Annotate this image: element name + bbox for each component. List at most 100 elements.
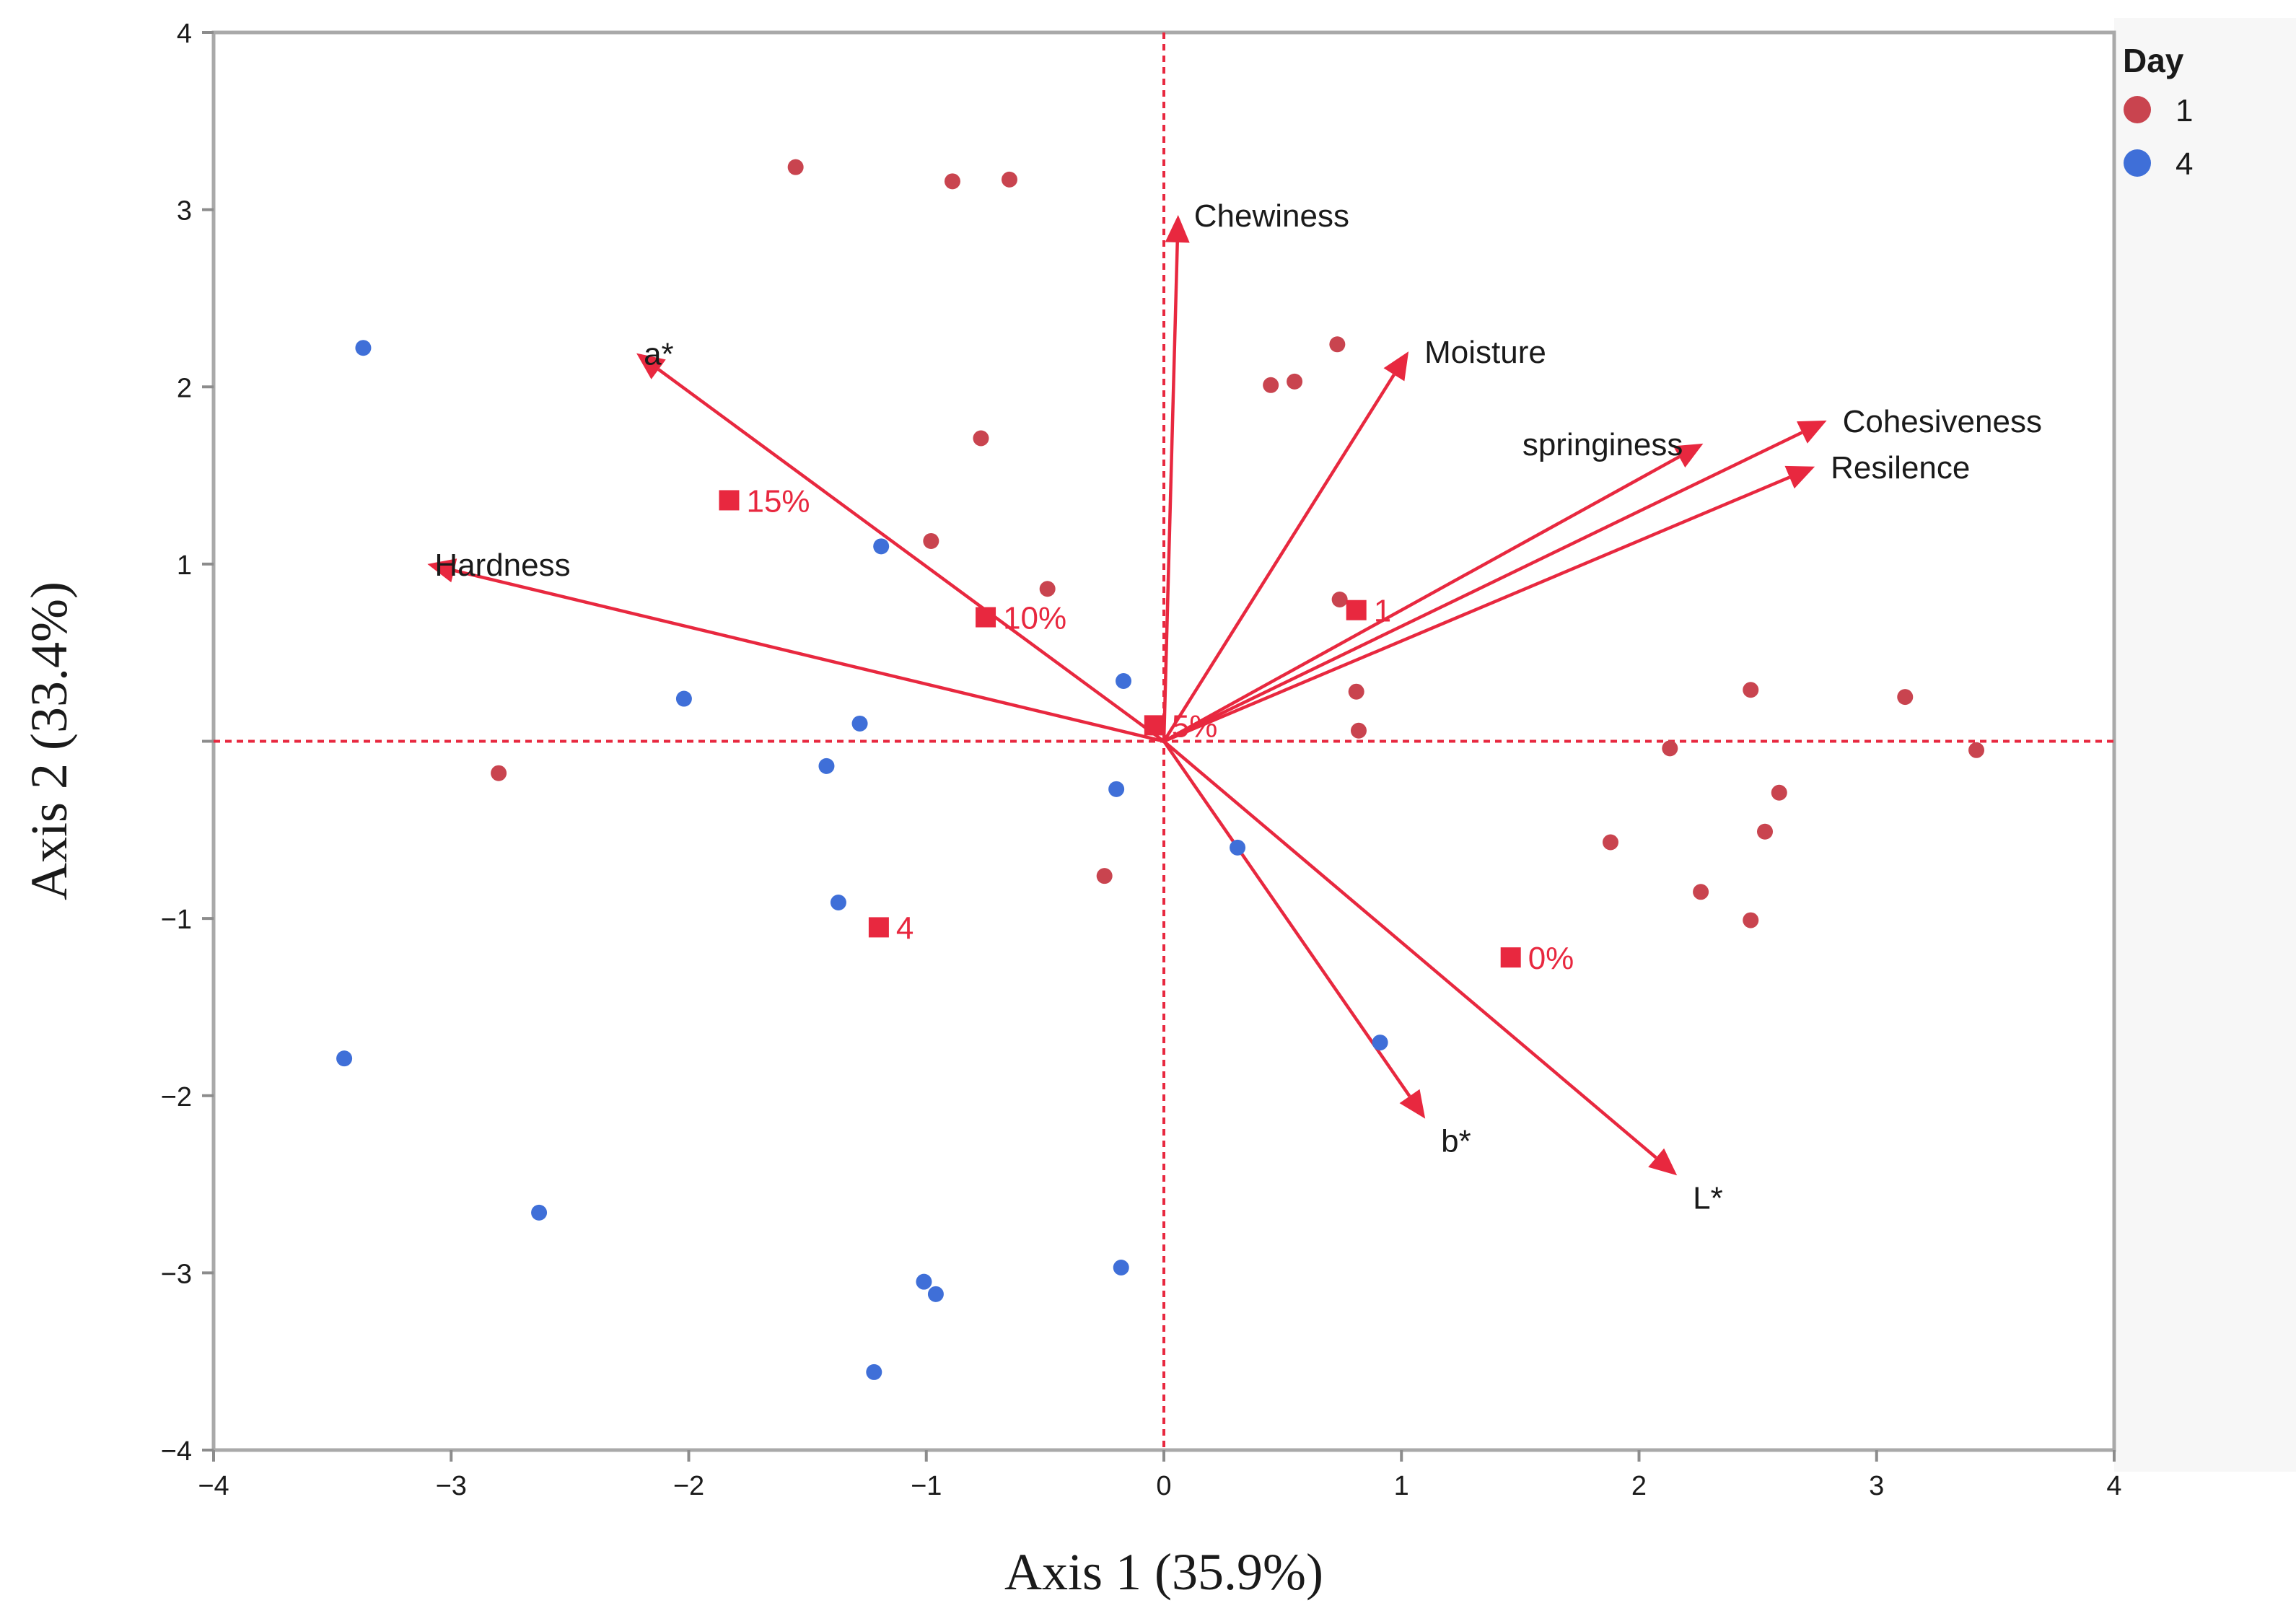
point-day-1 — [1897, 689, 1914, 706]
axis-ticks: −4 −3 −2 −1 0 1 2 3 4 −4 −3 −2 −1 1 2 3 4 — [161, 19, 2122, 1501]
supplementary-marker — [1144, 715, 1165, 736]
point-day-1 — [1263, 377, 1279, 393]
vector-label: a* — [644, 337, 674, 372]
y-tick-label: −1 — [161, 905, 192, 935]
supplementary-label: 10% — [1003, 601, 1066, 636]
point-day-1 — [1693, 884, 1709, 900]
point-day-4 — [1113, 1260, 1129, 1276]
supplementary-marker — [1346, 600, 1367, 620]
vector-arrowhead — [1673, 443, 1704, 468]
point-day-1 — [1287, 373, 1303, 390]
vector-arrowhead — [1648, 1148, 1678, 1176]
x-tick-label: 4 — [2106, 1471, 2121, 1501]
point-day-4 — [916, 1273, 932, 1290]
x-tick-label: −4 — [198, 1471, 229, 1501]
vector-line — [1162, 455, 1681, 743]
vector-line — [1163, 431, 1803, 743]
point-day-1 — [491, 765, 507, 781]
point-day-1 — [1662, 740, 1678, 757]
point-day-1 — [1096, 868, 1113, 884]
point-day-4 — [866, 1364, 882, 1380]
point-day-1 — [1329, 336, 1346, 353]
vector-arrowhead — [1165, 214, 1190, 243]
point-day-1 — [1331, 592, 1348, 607]
point-day-1 — [1001, 171, 1017, 188]
y-tick-label: 3 — [177, 196, 192, 227]
x-axis-label: Axis 1 (35.9%) — [1004, 1543, 1323, 1601]
point-day-1 — [923, 532, 939, 549]
y-tick-label: −4 — [161, 1436, 192, 1467]
supplementary-label: 1 — [1374, 594, 1391, 629]
supplementary-label: 15% — [746, 483, 810, 519]
supplementary-marker — [976, 607, 996, 628]
vector-line — [1162, 374, 1395, 742]
point-day-4 — [531, 1204, 548, 1221]
point-day-1 — [944, 173, 960, 190]
vector-arrowhead — [1784, 465, 1815, 489]
y-tick-label: −2 — [161, 1082, 192, 1112]
vector-label: Resilence — [1831, 450, 1970, 486]
vector-label: b* — [1441, 1124, 1471, 1159]
y-tick-label: 2 — [177, 373, 192, 403]
point-day-4 — [1372, 1035, 1388, 1051]
point-day-4 — [818, 758, 835, 774]
supplementary-points: 15%10%5%10%4 — [719, 483, 1574, 976]
x-tick-label: 2 — [1631, 1471, 1647, 1501]
vector-line — [453, 568, 1165, 743]
supplementary-marker — [1500, 947, 1521, 968]
vector-line — [1162, 242, 1179, 742]
legend-panel — [2114, 18, 2296, 1472]
vector-arrowhead — [636, 353, 666, 379]
supplementary-label: 0% — [1528, 941, 1574, 976]
vector-line — [1163, 475, 1791, 743]
point-day-1 — [1039, 581, 1056, 597]
y-tick-label: −3 — [161, 1259, 192, 1289]
x-tick-label: −1 — [911, 1471, 942, 1501]
x-tick-label: −3 — [436, 1471, 467, 1501]
loading-vectors: Chewiness Moisture a* Hardness springiness Co… — [427, 198, 2042, 1216]
vector-label: Hardness — [434, 548, 570, 583]
vector-label: Moisture — [1424, 335, 1546, 370]
x-tick-label: −2 — [673, 1471, 704, 1501]
point-day-4 — [1116, 672, 1132, 689]
point-day-4 — [355, 340, 372, 356]
legend-title: Day — [2123, 42, 2184, 79]
point-day-1 — [1771, 784, 1787, 801]
point-day-1 — [1968, 742, 1985, 758]
supplementary-marker — [719, 490, 740, 511]
point-day-4 — [830, 895, 846, 911]
legend-marker-day-4 — [2124, 149, 2151, 177]
point-day-1 — [973, 430, 989, 447]
vector-arrowhead — [1796, 420, 1827, 444]
supplementary-label: 5% — [1172, 708, 1218, 744]
point-day-1 — [1743, 682, 1759, 698]
vector-label: L* — [1693, 1180, 1723, 1216]
scatter-points — [336, 159, 1985, 1380]
vector-label: springiness — [1522, 427, 1683, 462]
x-tick-label: 1 — [1394, 1471, 1409, 1501]
vector-label: Cohesiveness — [1843, 404, 2042, 439]
point-day-1 — [1602, 834, 1618, 851]
y-tick-label: 1 — [177, 550, 192, 581]
point-day-4 — [927, 1286, 944, 1302]
vector-label: Chewiness — [1194, 198, 1349, 234]
point-day-4 — [1108, 781, 1125, 797]
vector-arrowhead — [1383, 351, 1409, 382]
point-day-4 — [336, 1050, 353, 1067]
supplementary-marker — [868, 917, 889, 938]
point-day-4 — [1230, 839, 1246, 856]
legend-label-day-1: 1 — [2175, 93, 2193, 128]
point-day-4 — [873, 538, 890, 555]
x-tick-label: 3 — [1869, 1471, 1884, 1501]
point-day-1 — [1348, 683, 1364, 700]
supplementary-label: 4 — [896, 910, 913, 946]
vector-arrowhead — [1399, 1089, 1426, 1119]
legend-label-day-4: 4 — [2175, 146, 2193, 182]
point-day-1 — [1757, 823, 1774, 840]
vector-line — [657, 368, 1165, 743]
point-day-1 — [1743, 912, 1759, 928]
vector-arrowhead — [427, 558, 457, 583]
point-day-1 — [1350, 722, 1367, 739]
